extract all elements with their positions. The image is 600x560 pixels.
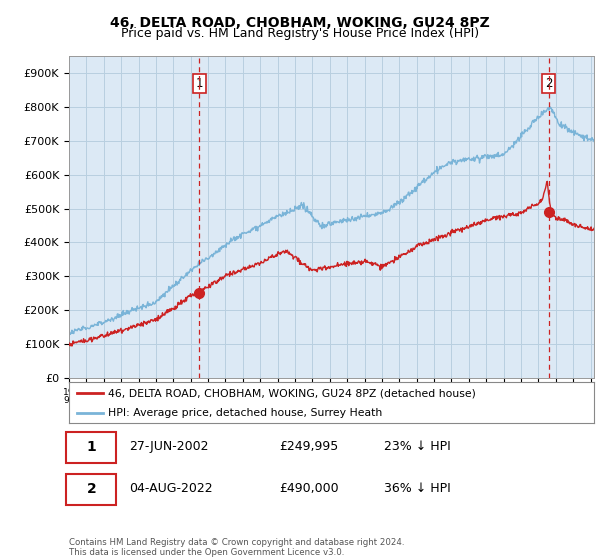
Text: 1: 1 (86, 440, 96, 454)
Text: Price paid vs. HM Land Registry's House Price Index (HPI): Price paid vs. HM Land Registry's House … (121, 27, 479, 40)
Text: 36% ↓ HPI: 36% ↓ HPI (384, 482, 451, 496)
Text: 27-JUN-2002: 27-JUN-2002 (130, 440, 209, 453)
Text: 2: 2 (545, 77, 553, 90)
Text: 2: 2 (86, 482, 96, 496)
Text: Contains HM Land Registry data © Crown copyright and database right 2024.
This d: Contains HM Land Registry data © Crown c… (69, 538, 404, 557)
Text: 46, DELTA ROAD, CHOBHAM, WOKING, GU24 8PZ (detached house): 46, DELTA ROAD, CHOBHAM, WOKING, GU24 8P… (109, 389, 476, 398)
Text: 23% ↓ HPI: 23% ↓ HPI (384, 440, 451, 453)
Text: 46, DELTA ROAD, CHOBHAM, WOKING, GU24 8PZ: 46, DELTA ROAD, CHOBHAM, WOKING, GU24 8P… (110, 16, 490, 30)
Text: HPI: Average price, detached house, Surrey Heath: HPI: Average price, detached house, Surr… (109, 408, 383, 418)
Text: 1: 1 (196, 77, 203, 90)
Text: £249,995: £249,995 (279, 440, 338, 453)
FancyBboxPatch shape (67, 432, 116, 463)
FancyBboxPatch shape (67, 474, 116, 505)
Text: 04-AUG-2022: 04-AUG-2022 (130, 482, 213, 496)
Text: £490,000: £490,000 (279, 482, 338, 496)
